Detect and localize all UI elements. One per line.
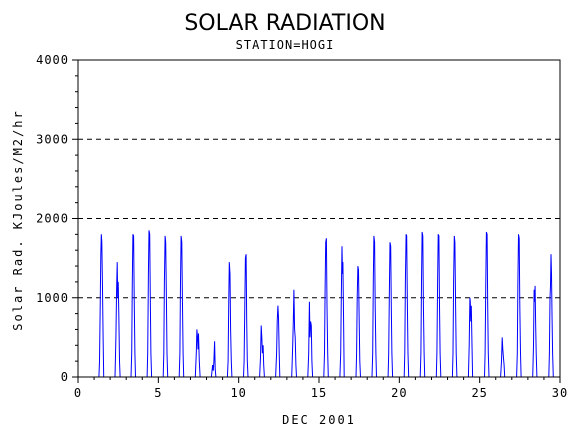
x-tick-label-20: 20 xyxy=(391,386,407,400)
x-tick-label-25: 25 xyxy=(471,386,487,400)
y-tick-label-3000: 3000 xyxy=(36,132,69,146)
y-tick-label-4000: 4000 xyxy=(36,53,69,67)
chart-title: SOLAR RADIATION xyxy=(184,11,385,36)
x-tick-label-15: 15 xyxy=(311,386,327,400)
data-line-group xyxy=(78,230,560,378)
y-tick-label-1000: 1000 xyxy=(36,291,69,305)
x-axis-label: DEC 2001 xyxy=(282,413,356,427)
x-tick-label-0: 0 xyxy=(74,386,82,400)
y-axis: 0 1000 2000 3000 4000 xyxy=(36,53,78,384)
y-tick-label-2000: 2000 xyxy=(36,212,69,226)
chart-subtitle: STATION=HOGI xyxy=(236,38,335,52)
x-axis: 0 5 10 15 20 25 30 xyxy=(74,377,568,400)
series-line-solar-radiation xyxy=(78,230,560,378)
y-axis-label: Solar Rad. KJoules/M2/hr xyxy=(11,109,25,330)
x-tick-label-30: 30 xyxy=(552,386,568,400)
y-tick-label-0: 0 xyxy=(61,370,69,384)
x-tick-label-5: 5 xyxy=(154,386,162,400)
x-tick-label-10: 10 xyxy=(230,386,246,400)
